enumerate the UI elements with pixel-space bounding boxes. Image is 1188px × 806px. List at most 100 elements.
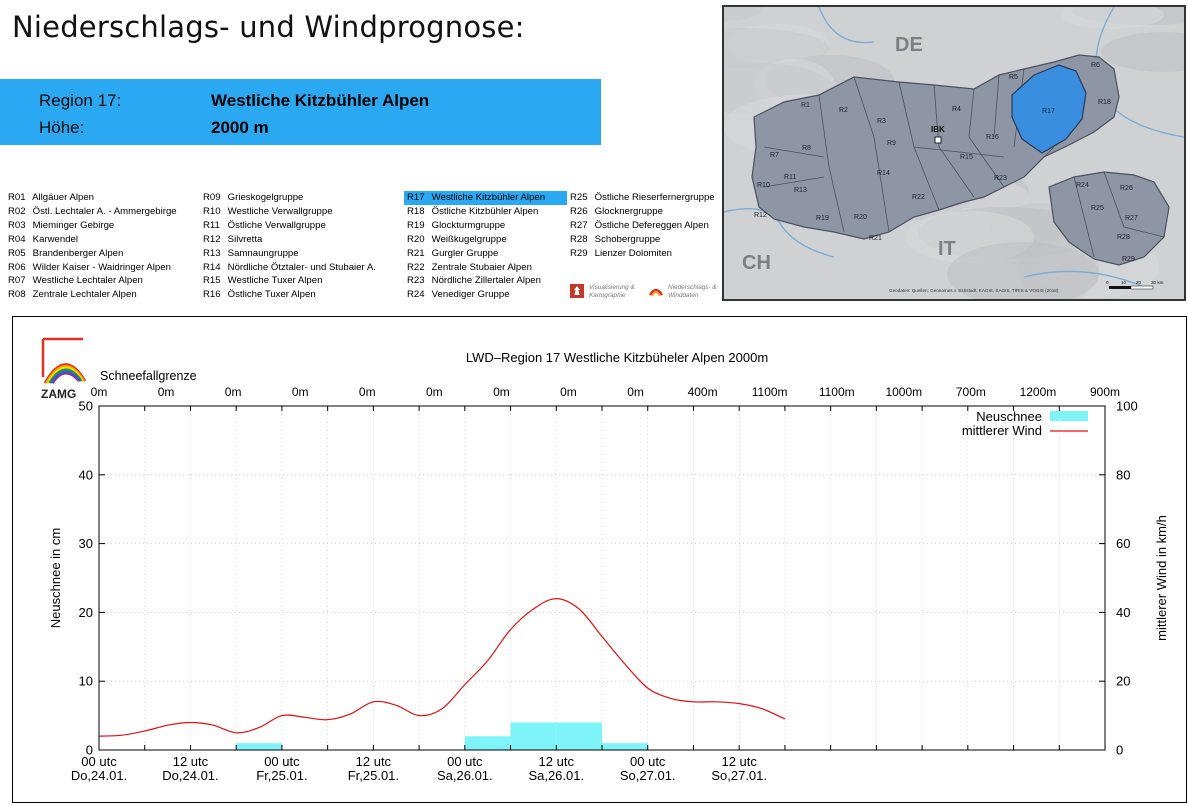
- map-ibk-label: IBK: [931, 125, 945, 134]
- map-label-r21: R21: [869, 235, 882, 242]
- tirol-eagle-icon: [570, 284, 584, 298]
- legend-code: R14: [203, 261, 221, 273]
- legend-code: R29: [570, 247, 588, 259]
- snow-bar: [510, 722, 557, 750]
- x-tick-label: 12 utc: [356, 754, 392, 769]
- legend-name: Venediger Gruppe: [429, 289, 510, 301]
- snowline-value: 1100m: [819, 385, 855, 399]
- snowline-value: 0m: [627, 385, 644, 399]
- legend-item-r19: R19 Glockturmgruppe: [404, 219, 567, 233]
- legend-item-r07: R07 Westliche Lechtaler Alpen: [5, 274, 177, 288]
- legend-name: Weißkugelgruppe: [429, 233, 507, 245]
- map-relief-shape: [1060, 7, 1164, 29]
- legend-item-r05: R05 Brandenberger Alpen: [5, 247, 177, 261]
- y-axis-title: Neuschnee in cm: [48, 528, 63, 628]
- legend-name: Schobergruppe: [592, 233, 661, 245]
- legend-code: R09: [203, 192, 221, 203]
- legend-code: R17: [407, 192, 425, 203]
- legend-item-r24: R24 Venediger Gruppe: [404, 288, 567, 302]
- legend-code: R06: [8, 261, 26, 273]
- map-label-r29: R29: [1122, 256, 1135, 263]
- map-label-r5: R5: [1009, 74, 1018, 81]
- x-tick-label: 00 utc: [264, 754, 300, 769]
- page-title: Niederschlags- und Windprognose:: [12, 10, 525, 44]
- legend-name: Östl. Lechtaler A. - Ammergebirge: [30, 205, 177, 217]
- region-border: [818, 94, 845, 233]
- legend-name: Zentrale Lechtaler Alpen: [30, 289, 137, 301]
- chart-canvas: ZAMG LWD–Region 17 Westliche Kitzbüheler …: [41, 337, 1169, 783]
- map-label-r25: R25: [1091, 205, 1104, 212]
- map-river: [724, 208, 835, 258]
- legend-label-snow: Neuschnee: [976, 409, 1042, 424]
- map-label-r15: R15: [960, 154, 973, 161]
- legend-name: Nördliche Zillertaler Alpen: [429, 275, 541, 287]
- region-r17-highlight: [1011, 64, 1087, 154]
- snowline-value: 1100m: [752, 385, 788, 399]
- snow-bar: [556, 722, 602, 750]
- map-label-r18: R18: [1098, 99, 1111, 106]
- map-river: [1023, 270, 1145, 288]
- map-scale-label: 0: [1106, 280, 1109, 285]
- map-label-r13: R13: [794, 187, 807, 194]
- map-label-r6: R6: [1091, 62, 1100, 69]
- legend-code: R12: [203, 233, 221, 245]
- legend-code: R11: [203, 219, 220, 231]
- legend-code: R05: [8, 247, 26, 259]
- snowline-value: 0m: [292, 385, 309, 399]
- legend-name: Zentrale Stubaier Alpen: [429, 261, 532, 273]
- y-tick-label: 10: [79, 674, 93, 689]
- map-scale-label: 10: [1121, 280, 1127, 285]
- legend-code: R13: [203, 247, 221, 259]
- legend-code: R08: [8, 289, 26, 301]
- legend-code: R04: [8, 233, 26, 245]
- y-tick-label: 40: [79, 467, 93, 482]
- legend-item-r04: R04 Karwendel: [5, 233, 177, 247]
- x-tick-date-label: Do,24.01.: [162, 768, 218, 783]
- map-country-ch: CH: [742, 252, 771, 274]
- legend-name: Brandenberger Alpen: [30, 247, 124, 259]
- map-label-r26: R26: [1120, 185, 1133, 192]
- map-label-r10: R10: [757, 182, 770, 189]
- legend-item-r15: R15 Westliche Tuxer Alpen: [200, 274, 376, 288]
- map-label-r14: R14: [877, 170, 890, 177]
- logo1-line1: Visualisierung &: [589, 284, 635, 291]
- snowline-value: 900m: [1090, 385, 1120, 399]
- legend-name: Mieminger Gebirge: [30, 219, 115, 231]
- x-tick-date-label: Fr,25.01.: [348, 768, 399, 783]
- logo2-line2: Winddaten: [668, 292, 699, 299]
- legend-name: Östliche Defereggen Alpen: [592, 219, 709, 231]
- x-tick-date-label: Sa,26.01.: [528, 768, 584, 783]
- height-label: Höhe:: [39, 118, 85, 137]
- map-source-text: Geodaten: Quellen: Geonames.v. Esristadt…: [889, 288, 1059, 293]
- region-border: [968, 88, 1005, 188]
- legend-name: Allgäuer Alpen: [30, 192, 95, 203]
- zamg-logo-rainbow-icon: [51, 371, 80, 384]
- map-scale-label: 30 km: [1151, 280, 1164, 285]
- y2-tick-label: 80: [1116, 467, 1130, 482]
- height-value: 2000 m: [211, 118, 269, 137]
- legend-name: Westliche Verwallgruppe: [225, 205, 333, 217]
- legend-item-r16: R16 Östliche Tuxer Alpen: [200, 288, 376, 302]
- legend-item-r29: R29 Lienzer Dolomiten: [567, 247, 715, 261]
- legend-code: R21: [407, 247, 425, 259]
- y2-axis-title: mittlerer Wind in km/h: [1154, 515, 1169, 641]
- x-tick-label: 12 utc: [721, 754, 757, 769]
- map-label-r28: R28: [1117, 234, 1130, 241]
- snow-bar: [464, 736, 511, 750]
- legend-column-2: R09 Grieskogelgruppe R10 Westliche Verwal…: [200, 191, 376, 302]
- map-relief-shape: [947, 242, 1099, 299]
- map-relief-shape: [724, 28, 829, 68]
- snowline-value: 0m: [560, 385, 577, 399]
- legend-item-r18: R18 Östliche Kitzbühler Alpen: [404, 205, 567, 219]
- legend-code: R01: [8, 192, 26, 203]
- map-label-r9: R9: [887, 140, 896, 147]
- map-relief-shape: [724, 7, 764, 21]
- legend-column-4: R25 Östliche Rieserfernergruppe R26 Glock…: [567, 191, 715, 261]
- chart-title: LWD–Region 17 Westliche Kitzbüheler Alpe…: [466, 350, 768, 365]
- region-border: [913, 146, 1005, 158]
- map-label-r24: R24: [1076, 182, 1089, 189]
- snowline-value: 0m: [225, 385, 242, 399]
- region-border: [763, 176, 825, 188]
- map-label-r23: R23: [994, 175, 1007, 182]
- x-tick-label: 12 utc: [539, 754, 575, 769]
